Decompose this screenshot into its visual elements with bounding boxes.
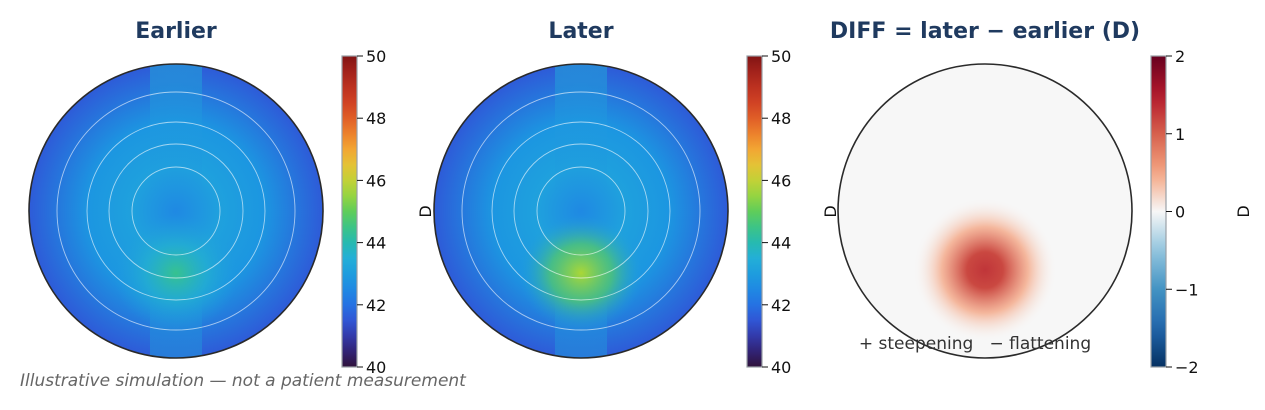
inferior-steep-lobe	[519, 215, 643, 331]
colorbar-tick-label: 42	[366, 296, 386, 315]
colorbar-tick-label: 40	[366, 358, 386, 377]
contour-ring-1	[536, 166, 626, 256]
footer-note: Illustrative simulation — not a patient …	[20, 371, 467, 391]
colorbar-tick-label: 48	[366, 109, 386, 128]
colorbar-tick-label: 46	[771, 171, 791, 190]
panel-title-earlier: Earlier	[135, 19, 217, 44]
colorbar-tick-label: 46	[366, 171, 386, 190]
colorbar-tick-label: 1	[1175, 125, 1185, 144]
contour-ring-4	[461, 91, 701, 331]
colorbar-tick-label: −2	[1175, 358, 1199, 377]
colorbar-tick-label: 0	[1175, 203, 1185, 222]
colorbar-tick-label: 48	[771, 109, 791, 128]
colorbar-earlier: 40 42 44 46 48 50 D	[341, 47, 435, 377]
colorbar-tick-label: 50	[771, 47, 791, 66]
panel-earlier: Earlier 40 42 44 46 48 50 D	[28, 19, 435, 377]
contour-ring-3	[491, 121, 671, 301]
colorbar-tick-label: 44	[771, 234, 791, 253]
colorbar-label: D	[1234, 205, 1253, 217]
colorbar-label: D	[416, 205, 435, 217]
colorbar-diff: −2 −1 0 1 2 D	[1150, 47, 1253, 377]
colorbar-later: 40 42 44 46 48 50 D	[746, 47, 840, 377]
colorbar-gradient	[341, 55, 358, 368]
map-border	[433, 63, 729, 359]
colorbar-tick-label: 50	[366, 47, 386, 66]
contour-ring-2	[108, 143, 244, 279]
colorbar-gradient	[746, 55, 763, 368]
map-border	[28, 63, 324, 359]
colorbar-gradient	[1150, 55, 1167, 368]
panel-diff: DIFF = later − earlier (D) −2 −1 0 1 2 D + st…	[830, 19, 1253, 377]
contour-ring-2	[513, 143, 649, 279]
colorbar-tick-label: 40	[771, 358, 791, 377]
diff-annotation: + steepening − flattening	[859, 334, 1091, 354]
contour-ring-1	[131, 166, 221, 256]
topography-map-earlier	[28, 63, 324, 359]
colorbar-tick-label: 42	[771, 296, 791, 315]
topography-map-later	[433, 63, 729, 359]
map-border	[837, 63, 1133, 359]
panel-title-later: Later	[548, 19, 613, 44]
contour-ring-4	[56, 91, 296, 331]
colorbar-label: D	[821, 205, 840, 217]
inferior-steep-lobe	[114, 215, 238, 331]
colorbar-tick-label: 44	[366, 234, 386, 253]
contour-ring-3	[86, 121, 266, 301]
panel-later: Later 40 42 44 46 48 50 D	[433, 19, 840, 377]
steepening-hotspot	[913, 198, 1057, 342]
colorbar-tick-label: 2	[1175, 47, 1185, 66]
difference-map	[837, 63, 1133, 359]
panel-title-diff: DIFF = later − earlier (D)	[830, 19, 1140, 44]
colorbar-tick-label: −1	[1175, 280, 1199, 299]
